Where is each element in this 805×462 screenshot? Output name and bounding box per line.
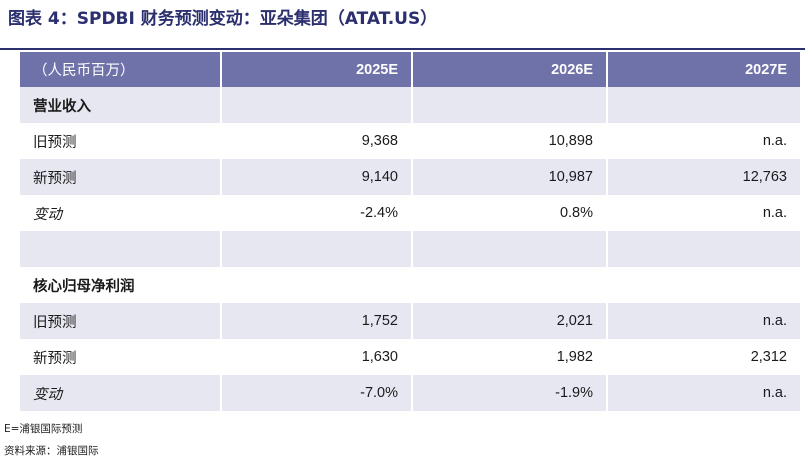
row-label: 新预测 [20,159,220,195]
table-row-spacer [20,231,800,267]
table-row-profit-old: 旧预测 1,752 2,021 n.a. [20,303,800,339]
cell-2025e: -7.0% [220,375,411,411]
table-notes: E=浦银国际预测 资料来源：浦银国际 [4,418,99,462]
row-label: 变动 [20,195,220,231]
cell-2027e: n.a. [606,303,800,339]
cell-2026e: 10,898 [411,123,606,159]
source-note: 资料来源：浦银国际 [4,445,99,457]
table-row-profit-change: 变动 -7.0% -1.9% n.a. [20,375,800,411]
cell-2027e: n.a. [606,375,800,411]
row-label: 旧预测 [20,123,220,159]
cell-2026e: 10,987 [411,159,606,195]
cell-2025e: 9,140 [220,159,411,195]
row-label: 营业收入 [20,87,220,123]
cell-2026e [411,267,606,303]
row-label: 变动 [20,375,220,411]
table-row-revenue-section: 营业收入 [20,87,800,123]
cell-2026e [411,231,606,267]
title-divider [0,48,805,50]
table-row-profit-section: 核心归母净利润 [20,267,800,303]
financial-forecast-table: （人民币百万） 2025E 2026E 2027E 营业收入 旧预测 9,368… [20,52,800,411]
cell-2027e [606,231,800,267]
row-label: 核心归母净利润 [20,267,220,303]
table-header-row: （人民币百万） 2025E 2026E 2027E [20,52,800,87]
cell-2026e: 2,021 [411,303,606,339]
header-2026e: 2026E [411,52,606,87]
cell-2025e [220,231,411,267]
cell-2026e [411,87,606,123]
cell-2025e: -2.4% [220,195,411,231]
page-title: 图表 4：SPDBI 财务预测变动：亚朵集团（ATAT.US） [8,9,438,29]
footnote: E=浦银国际预测 [4,423,83,435]
table-row-revenue-change: 变动 -2.4% 0.8% n.a. [20,195,800,231]
cell-2027e [606,267,800,303]
header-2027e: 2027E [606,52,800,87]
header-2025e: 2025E [220,52,411,87]
cell-2026e: 1,982 [411,339,606,375]
cell-2025e: 1,752 [220,303,411,339]
cell-2027e: 2,312 [606,339,800,375]
cell-2026e: 0.8% [411,195,606,231]
cell-2027e: 12,763 [606,159,800,195]
cell-2026e: -1.9% [411,375,606,411]
cell-2025e: 1,630 [220,339,411,375]
cell-2027e: n.a. [606,123,800,159]
table-row-revenue-new: 新预测 9,140 10,987 12,763 [20,159,800,195]
cell-2025e: 9,368 [220,123,411,159]
table-row-revenue-old: 旧预测 9,368 10,898 n.a. [20,123,800,159]
row-label: 新预测 [20,339,220,375]
cell-2027e: n.a. [606,195,800,231]
header-unit: （人民币百万） [20,52,220,87]
table-row-profit-new: 新预测 1,630 1,982 2,312 [20,339,800,375]
cell-2027e [606,87,800,123]
cell-2025e [220,267,411,303]
row-label: 旧预测 [20,303,220,339]
row-label [20,231,220,267]
cell-2025e [220,87,411,123]
